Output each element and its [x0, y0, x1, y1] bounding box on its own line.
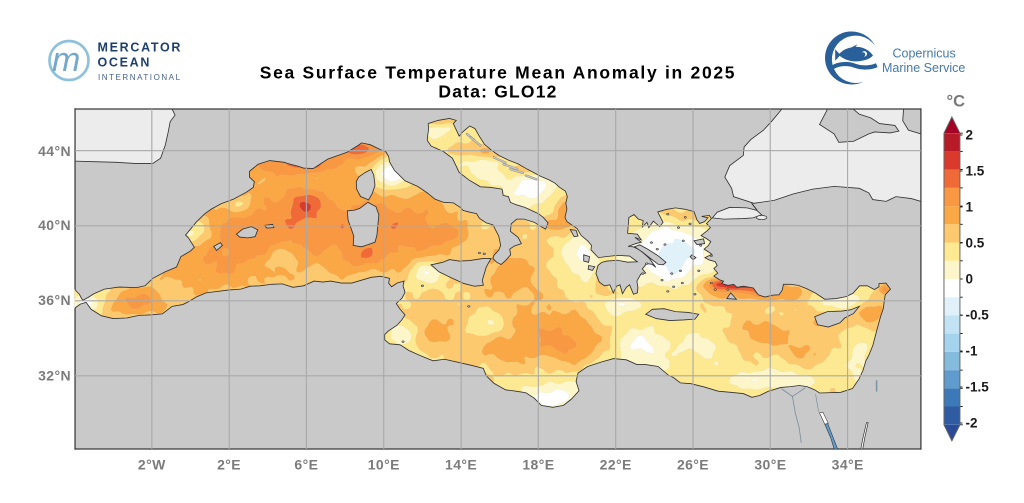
svg-text:10°E: 10°E	[368, 457, 400, 473]
svg-text:OCEAN: OCEAN	[98, 56, 152, 70]
svg-text:26°E: 26°E	[677, 457, 709, 473]
svg-text:40°N: 40°N	[38, 217, 71, 233]
svg-text:2°E: 2°E	[217, 457, 241, 473]
svg-text:-0.5: -0.5	[966, 308, 990, 323]
svg-text:44°N: 44°N	[38, 143, 71, 159]
svg-text:-1.5: -1.5	[966, 380, 990, 395]
svg-text:1: 1	[966, 200, 974, 215]
svg-text:32°N: 32°N	[38, 367, 71, 383]
svg-text:Data: GLO12: Data: GLO12	[438, 82, 557, 102]
svg-text:1.5: 1.5	[966, 164, 985, 179]
svg-text:°C: °C	[947, 93, 966, 111]
svg-text:2: 2	[966, 128, 974, 143]
svg-text:30°E: 30°E	[754, 457, 786, 473]
svg-text:-1: -1	[966, 344, 978, 359]
svg-text:36°N: 36°N	[38, 292, 71, 308]
svg-text:MERCATOR: MERCATOR	[98, 41, 183, 55]
svg-text:INTERNATIONAL: INTERNATIONAL	[98, 73, 182, 82]
svg-text:0: 0	[966, 272, 974, 287]
svg-text:2°W: 2°W	[138, 457, 166, 473]
svg-text:18°E: 18°E	[522, 457, 554, 473]
svg-text:m: m	[52, 41, 80, 79]
svg-text:34°E: 34°E	[832, 457, 864, 473]
svg-text:Copernicus: Copernicus	[893, 46, 956, 60]
svg-text:0.5: 0.5	[966, 236, 985, 251]
svg-text:6°E: 6°E	[294, 457, 318, 473]
svg-text:Marine Service: Marine Service	[882, 61, 965, 75]
svg-text:22°E: 22°E	[600, 457, 632, 473]
svg-text:-2: -2	[966, 416, 978, 431]
svg-text:14°E: 14°E	[445, 457, 477, 473]
svg-text:Sea Surface Temperature Mean A: Sea Surface Temperature Mean Anomaly in …	[260, 63, 737, 83]
